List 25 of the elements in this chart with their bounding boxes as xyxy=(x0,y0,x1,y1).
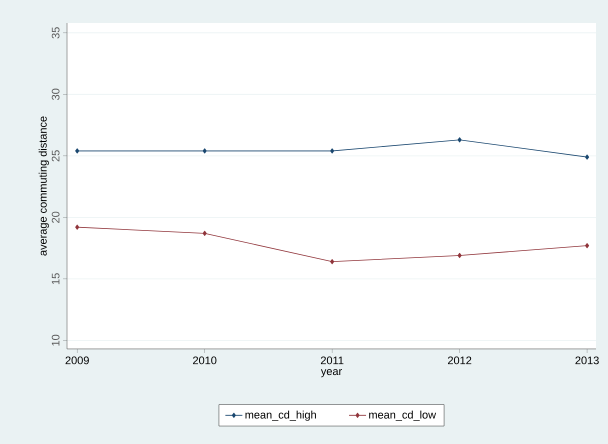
y-tick-label: 20 xyxy=(52,212,60,223)
y-tick-label: 15 xyxy=(52,273,60,284)
y-tick-label: 25 xyxy=(52,150,60,162)
y-tick-label: 10 xyxy=(52,334,60,346)
point xyxy=(202,148,207,154)
point xyxy=(75,148,80,154)
x-tick-label: 2009 xyxy=(66,356,89,364)
point xyxy=(75,224,80,230)
legend-label: mean_cd_low xyxy=(369,410,436,421)
point xyxy=(458,252,462,258)
x-tick-label: 2012 xyxy=(448,356,472,364)
x-tick-label: 2013 xyxy=(575,356,599,364)
x-axis-title: year xyxy=(320,369,342,378)
point xyxy=(330,148,334,154)
legend-label: mean_cd_high xyxy=(245,410,316,421)
point xyxy=(585,154,590,160)
x-tick-label: 2011 xyxy=(320,356,344,364)
y-tick-label: 30 xyxy=(52,88,60,100)
point xyxy=(202,230,207,236)
x-tick-label: 2010 xyxy=(193,356,216,364)
point xyxy=(585,243,590,248)
y-axis-title: average commuting distance xyxy=(38,116,49,256)
y-tick-label: 35 xyxy=(52,27,60,38)
point xyxy=(330,259,334,264)
point xyxy=(458,137,462,142)
